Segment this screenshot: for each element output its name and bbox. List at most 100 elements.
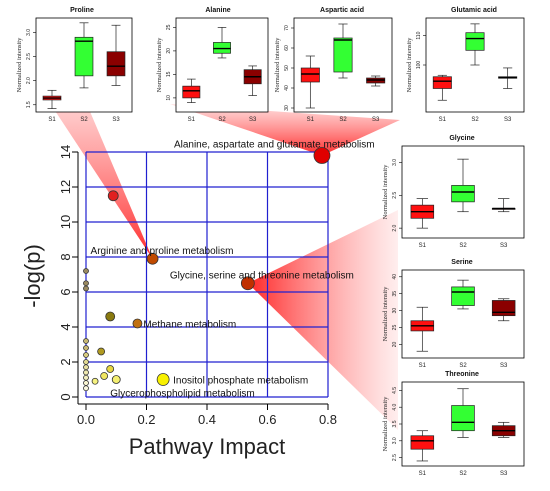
panel-title: Aspartic acid [320,7,364,14]
x-tick-label: 0.8 [319,412,337,427]
panel-x-tick-label: S1 [48,117,56,123]
panel-y-tick-label: 15 [166,71,172,77]
panel-y-label: Normalized intensity [156,37,163,92]
box-body [74,36,94,77]
data-point [83,285,89,292]
box-body [491,300,516,317]
pathway-annotation: Arginine and proline metabolism [91,246,234,257]
panel-x-tick-label: S3 [500,363,508,369]
box-body [451,405,475,432]
data-point [106,365,115,373]
panel-y-label: Normalized intensity [406,37,413,92]
panel-y-tick-label: 2.0 [392,224,398,231]
pathway-annotation: Inositol phosphate metabolism [173,376,308,387]
panel-x-tick-label: S3 [249,117,257,123]
pathway-annotation: Methane metabolism [143,320,236,331]
panel-y-label: Normalized intensity [274,37,281,92]
box-plot-aspartic-acid: Aspartic acid Normalized intensity 30 40 50 6… [274,7,393,123]
panel-y-tick-label: 30 [392,308,398,314]
panel-y-tick-label: 2.5 [392,192,398,199]
panel-y-tick-label: 35 [392,291,398,297]
panel-y-tick-label: 20 [166,48,172,54]
data-point [156,373,170,386]
panel-y-label: Normalized intensity [16,37,23,92]
y-tick-label: 8 [58,253,73,260]
callout-wedge-alanine-aspartate-glutamate [170,104,400,156]
panel-y-tick-label: 4.5 [392,387,398,394]
data-point [107,190,119,202]
panel-x-tick-label: S2 [459,243,467,249]
pathway-scatter-plot: 0.0 0.2 0.4 0.6 0.8 0 2 4 6 8 10 12 14 Pathway Impact… [20,140,375,460]
x-tick-label: 0.6 [258,412,276,427]
panel-x-tick-label: S2 [459,363,467,369]
data-point [83,380,89,386]
panel-y-tick-label: 2.0 [26,77,32,84]
data-point [83,374,89,381]
data-point [83,345,89,351]
panel-x-tick-label: S1 [419,363,427,369]
panel-y-tick-label: 3.0 [392,159,398,166]
callout-wedge-proline [40,88,153,259]
data-point [313,147,331,164]
panel-y-tick-label: 3.0 [26,29,32,36]
data-point [83,268,89,274]
y-tick-label: 4 [58,323,73,330]
panel-x-tick-label: S3 [500,471,508,477]
panel-x-tick-label: S2 [339,117,347,123]
panel-y-tick-label: 10 [166,95,172,101]
panel-y-tick-label: 2.5 [392,454,398,461]
panel-x-tick-label: S3 [504,117,512,123]
box-body [333,37,353,73]
box-body [465,32,485,51]
data-point [105,311,116,322]
panel-y-label: Normalized intensity [382,396,389,451]
panel-x-tick-label: S1 [419,243,427,249]
data-point [83,359,89,365]
data-point [83,338,89,344]
data-point [146,252,159,265]
box-body [300,67,320,83]
panel-title: Proline [70,7,94,14]
panel-y-tick-label: 3.0 [392,437,398,444]
panel-y-tick-label: 25 [392,325,398,331]
data-point [83,280,89,287]
data-point [83,352,89,358]
pathway-annotation: Glycine, serine and threonine metabolism [170,270,354,281]
panel-y-label: Normalized intensity [382,164,389,219]
panel-title: Glycine [449,135,474,142]
box-body [432,76,452,89]
y-tick-label: 12 [58,180,73,194]
panel-title: Serine [451,259,473,266]
callout-wedge-glycine-serine-threonine [247,210,398,430]
panel-x-tick-label: S3 [112,117,120,123]
panel-x-tick-label: S3 [500,243,508,249]
panel-y-tick-label: 3.5 [392,420,398,427]
y-tick-label: 6 [58,288,73,295]
panel-y-tick-label: 2.5 [26,53,32,60]
box-plot-panels: Proline Normalized intensity 1.5 2.0 2.5 3.0 S… [16,7,525,477]
panel-y-tick-label: 4.0 [392,404,398,411]
box-body [410,435,435,450]
box-body [213,42,231,54]
panel-y-label: Normalized intensity [382,286,389,341]
data-point [100,372,109,380]
callout-wedges [40,88,400,430]
data-point [91,377,99,385]
box-body [182,85,201,99]
x-axis-title: Pathway Impact [129,434,286,459]
panel-x-tick-label: S3 [372,117,380,123]
panel-x-tick-label: S2 [80,117,88,123]
y-tick-label: 10 [58,215,73,229]
panel-x-tick-label: S2 [471,117,479,123]
panel-y-tick-label: 25 [166,24,172,30]
box-body [451,286,475,306]
data-point [83,369,89,376]
panel-y-tick-label: 50 [284,65,290,71]
panel-y-tick-label: 40 [284,85,290,91]
box-plot-glutamic-acid: Glutamic acid Normalized intensity 100 110 S… [406,7,525,123]
panel-x-tick-label: S2 [218,117,226,123]
